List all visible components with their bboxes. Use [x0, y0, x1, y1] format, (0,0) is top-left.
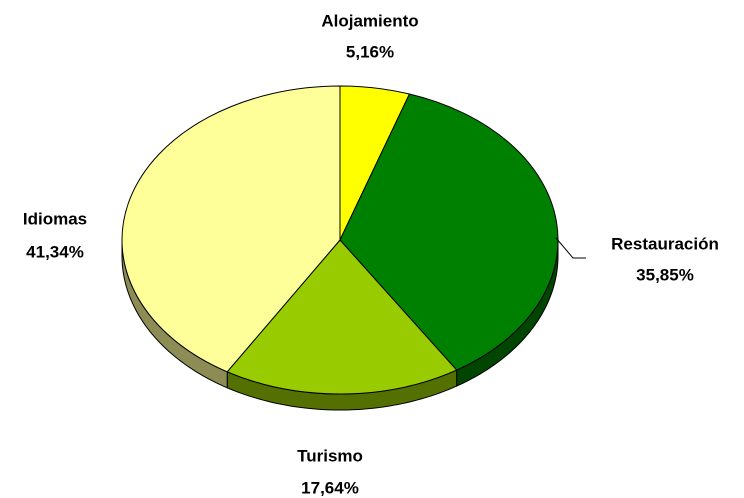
leader-line: [555, 237, 586, 259]
slice-value-label: 35,85%: [636, 265, 694, 284]
slice-label: Alojamiento: [321, 11, 418, 30]
slice-label: Restauración: [611, 234, 719, 253]
slice-value-label: 17,64%: [301, 478, 359, 497]
slice-value-label: 41,34%: [26, 242, 84, 261]
slice-label: Idiomas: [23, 209, 87, 228]
slice: [121, 85, 341, 373]
slice: [226, 239, 458, 395]
slice-value-label: 5,16%: [346, 42, 394, 61]
slice: [339, 93, 559, 371]
pie: [121, 85, 559, 411]
slice-label: Turismo: [297, 446, 363, 465]
